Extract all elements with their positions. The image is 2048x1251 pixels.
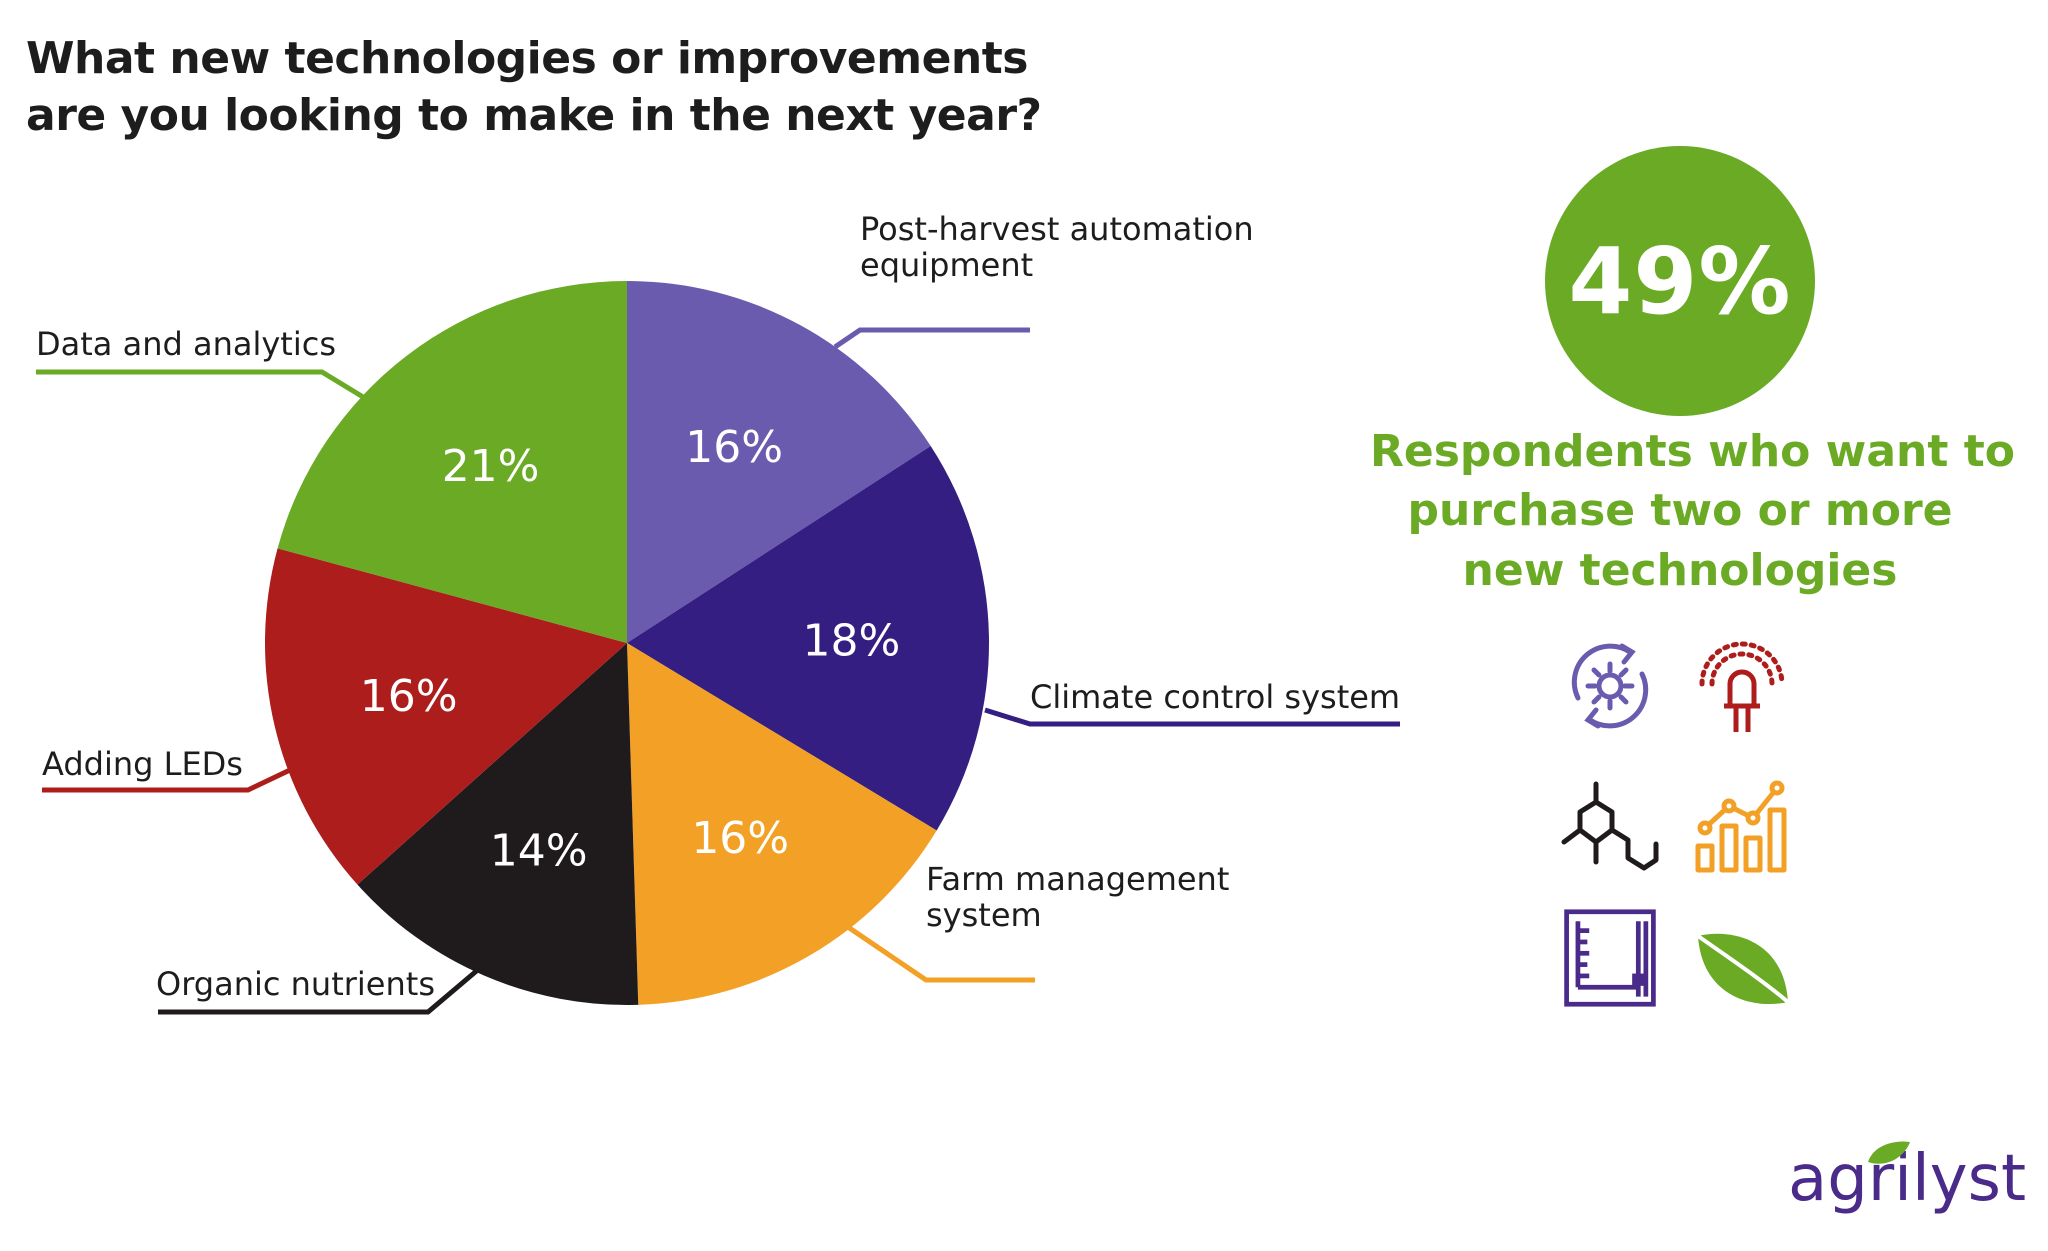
stat-circle: 49% bbox=[1545, 146, 1815, 416]
slice-category-label: Organic nutrients bbox=[156, 965, 435, 1003]
slice-value-label: 14% bbox=[490, 825, 588, 876]
callout-line bbox=[843, 922, 1035, 983]
callout-line bbox=[36, 369, 370, 403]
callout-line bbox=[833, 327, 1030, 350]
chart-title-line-2: are you looking to make in the next year… bbox=[26, 90, 1042, 142]
pie-slice bbox=[277, 281, 627, 643]
leaf-icon bbox=[1696, 933, 1790, 1005]
callout-line bbox=[984, 707, 1400, 727]
brand-logo-text: agrilyst bbox=[1788, 1142, 2027, 1216]
slice-category-label: Climate control system bbox=[1030, 678, 1400, 716]
stat-caption-line-1: Respondents who want to bbox=[1370, 426, 2015, 477]
molecule-icon bbox=[1561, 781, 1659, 871]
stat-value: 49% bbox=[1568, 227, 1792, 335]
pie-slice bbox=[627, 643, 937, 1005]
pie-slice bbox=[627, 445, 990, 831]
stat-caption-line-2: purchase two or more bbox=[1407, 485, 1953, 537]
callout-line bbox=[158, 966, 482, 1015]
slice-category-label: Adding LEDs bbox=[42, 745, 243, 783]
slice-category-label: Post-harvest automation bbox=[860, 210, 1254, 248]
slice-value-label: 18% bbox=[803, 616, 901, 667]
slice-value-label: 16% bbox=[685, 422, 783, 473]
stat-caption: Respondents who want to purchase two or … bbox=[1370, 422, 2015, 600]
analytics-chart-icon bbox=[1695, 780, 1787, 873]
slice-category-label: equipment bbox=[860, 246, 1033, 284]
brand-leaf-icon bbox=[1868, 1141, 1910, 1164]
slice-category-label: system bbox=[926, 896, 1042, 934]
stat-caption-line-3: new technologies bbox=[1462, 544, 1898, 596]
farm-management-panel-icon bbox=[1564, 909, 1656, 1007]
slice-value-label: 16% bbox=[360, 671, 458, 722]
led-bulb-icon bbox=[1699, 641, 1785, 732]
slice-value-label: 21% bbox=[442, 441, 540, 492]
slice-value-label: 16% bbox=[691, 813, 789, 864]
slice-category-label: Farm management bbox=[926, 860, 1229, 898]
callout-line bbox=[42, 767, 292, 793]
chart-title-line-1: What new technologies or improvements bbox=[26, 33, 1028, 84]
pie-slice bbox=[265, 548, 627, 885]
slice-category-label: Data and analytics bbox=[36, 325, 336, 363]
chart-title: What new technologies or improvements ar… bbox=[26, 30, 1042, 144]
pie-slice bbox=[357, 643, 639, 1005]
pie-slice bbox=[627, 281, 931, 643]
climate-cycle-icon bbox=[1571, 643, 1649, 729]
